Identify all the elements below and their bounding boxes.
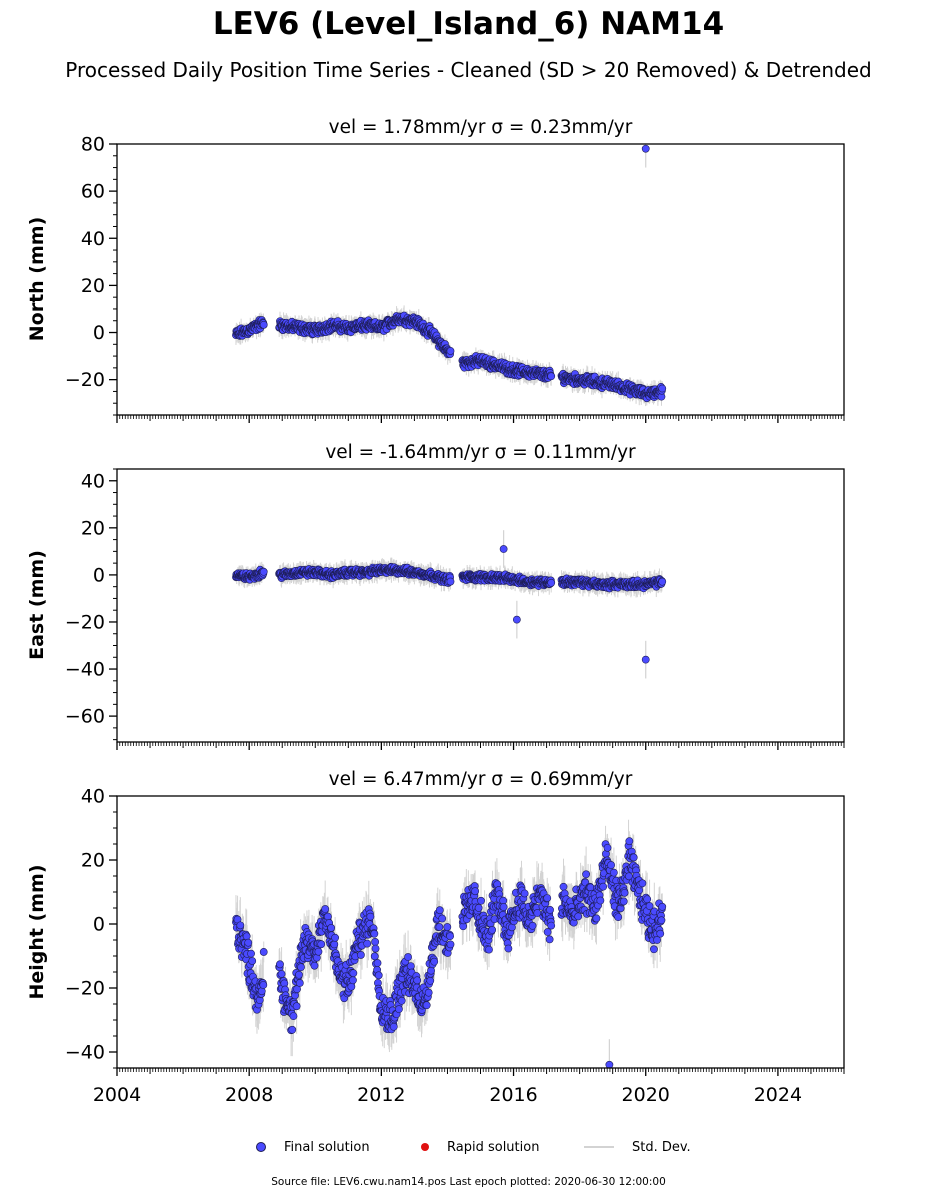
y-tick-label: 40 (81, 470, 105, 492)
y-tick-label: −20 (65, 978, 105, 1000)
panel-title: vel = 6.47mm/yr σ = 0.69mm/yr (329, 769, 633, 790)
page-title: LEV6 (Level_Island_6) NAM14 (212, 6, 725, 42)
y-tick-label: 80 (81, 134, 105, 156)
y-tick-label: 20 (81, 275, 105, 297)
x-tick-label: 2020 (622, 1084, 670, 1106)
data-point (446, 347, 455, 355)
data-point (641, 144, 650, 153)
y-tick-label: 40 (81, 228, 105, 250)
data-point (547, 578, 556, 587)
y-tick-label: 40 (81, 786, 105, 808)
y-tick-label: −40 (65, 1042, 105, 1064)
data-point (512, 615, 521, 624)
plot-frame (116, 468, 845, 743)
x-tick-label: 2004 (93, 1084, 141, 1106)
y-tick-label: 0 (93, 322, 105, 344)
y-tick-label: 20 (81, 850, 105, 872)
y-tick-label: −20 (65, 369, 105, 391)
y-axis-label: East (mm) (26, 550, 48, 660)
panel-title: vel = 1.78mm/yr σ = 0.23mm/yr (329, 117, 633, 138)
y-tick-label: −60 (65, 706, 105, 728)
page-subtitle: Processed Daily Position Time Series - C… (65, 58, 872, 82)
y-tick-label: 20 (81, 517, 105, 539)
y-tick-label: −40 (65, 659, 105, 681)
x-tick-label: 2024 (754, 1084, 802, 1106)
data-point (658, 384, 667, 393)
plot-area (232, 530, 667, 679)
y-tick-label: 0 (93, 564, 105, 586)
plot-area (232, 819, 667, 1068)
y-tick-label: −20 (65, 611, 105, 633)
data-point (259, 567, 268, 576)
data-point (446, 577, 455, 586)
data-point (259, 320, 268, 329)
plot-frame (116, 143, 845, 416)
panel-title: vel = -1.64mm/yr σ = 0.11mm/yr (325, 442, 636, 463)
data-point (499, 545, 508, 553)
y-tick-label: 60 (81, 181, 105, 203)
x-tick-label: 2008 (225, 1084, 273, 1106)
data-point (641, 655, 650, 664)
y-axis-label: North (mm) (26, 217, 48, 342)
x-tick-label: 2012 (357, 1084, 405, 1106)
data-point (547, 372, 556, 381)
plot-area (232, 144, 667, 407)
data-point (658, 577, 667, 586)
x-tick-label: 2016 (489, 1084, 537, 1106)
y-tick-label: 0 (93, 914, 105, 936)
y-axis-label: Height (mm) (26, 864, 48, 999)
